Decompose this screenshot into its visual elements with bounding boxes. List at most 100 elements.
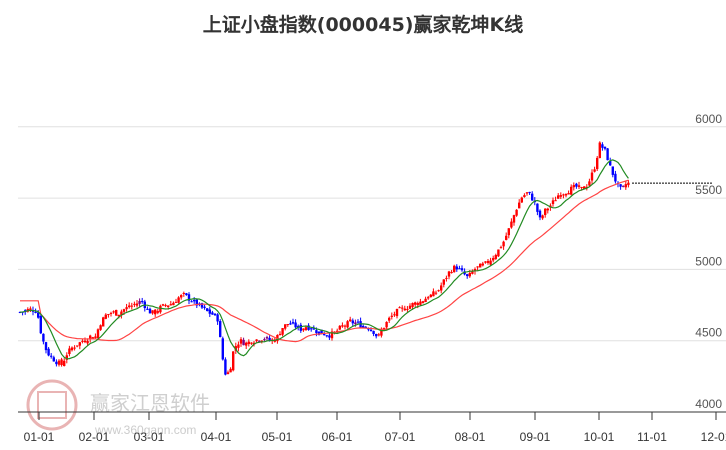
candle (70, 347, 74, 351)
x-tick-label: 06-01 (322, 430, 353, 444)
candle (481, 263, 484, 266)
candle (258, 340, 261, 342)
candle (515, 209, 518, 216)
candle (414, 302, 417, 305)
candle (557, 195, 560, 199)
candle (265, 337, 269, 339)
candle (307, 325, 310, 330)
candle (390, 315, 393, 317)
candle (338, 325, 341, 330)
candle (525, 192, 529, 194)
candle (614, 173, 617, 182)
candle (185, 293, 188, 296)
candle (128, 305, 131, 308)
candle (369, 329, 373, 331)
candle (91, 337, 94, 340)
candle (159, 305, 162, 313)
y-tick-label: 5000 (695, 254, 722, 268)
candle (380, 330, 383, 336)
candle (47, 348, 50, 356)
candle (174, 301, 178, 303)
candle (596, 157, 599, 170)
candle (429, 294, 432, 298)
candle (343, 325, 347, 327)
candle (544, 208, 547, 216)
candle (349, 319, 352, 322)
candle (585, 186, 588, 188)
watermark-url: www.360gann.com (94, 423, 196, 437)
candle (603, 146, 607, 149)
x-tick-label: 09-01 (520, 430, 551, 444)
candle (554, 200, 557, 202)
candle (180, 295, 183, 298)
candle (169, 304, 172, 306)
candle (437, 290, 440, 292)
x-tick-label: 12-01 (701, 430, 726, 444)
candle (73, 347, 76, 349)
candle (234, 346, 237, 351)
candle (512, 215, 516, 223)
candle (445, 277, 448, 279)
candle (317, 331, 321, 335)
candle (55, 361, 58, 365)
candle (627, 182, 630, 186)
candle (507, 228, 510, 236)
candle (310, 328, 313, 330)
candle (138, 301, 141, 304)
y-tick-label: 4500 (695, 326, 722, 340)
candle (546, 208, 549, 211)
candle (34, 311, 37, 313)
candle (562, 194, 565, 196)
candle (151, 310, 154, 314)
candle (141, 301, 144, 303)
candle (89, 335, 92, 340)
candle (606, 148, 609, 161)
candle (486, 260, 490, 263)
candle (450, 272, 453, 274)
candle (302, 328, 305, 331)
candle (304, 327, 308, 331)
candle (268, 337, 271, 341)
candle (226, 372, 230, 375)
candle (203, 306, 206, 308)
candle (427, 297, 430, 299)
x-tick-label: 05-01 (262, 430, 293, 444)
candle (164, 305, 167, 307)
candle (216, 314, 219, 322)
candle (395, 308, 399, 317)
candle (76, 345, 79, 347)
candle (455, 266, 458, 270)
candle (466, 274, 469, 277)
candle (83, 340, 87, 343)
watermark: 赢家江恩软件 www.360gann.com (26, 379, 210, 437)
candle (538, 210, 542, 218)
candle (408, 305, 412, 309)
x-tick-label: 02-01 (79, 430, 110, 444)
candle (559, 195, 562, 197)
candle (323, 333, 326, 336)
candle (250, 342, 253, 344)
candle (419, 301, 422, 305)
candle (109, 312, 113, 314)
candle (411, 302, 414, 307)
y-tick-label: 4000 (695, 397, 722, 411)
candle (195, 299, 198, 306)
candle (112, 311, 115, 313)
candle (598, 142, 601, 159)
candle (133, 303, 136, 305)
y-tick-label: 6000 (695, 112, 722, 126)
candle (190, 301, 193, 303)
x-tick-label: 07-01 (385, 430, 416, 444)
candle (161, 304, 165, 306)
candle (570, 186, 573, 195)
candle (385, 321, 388, 328)
ma-long-line (20, 179, 629, 343)
candle (167, 305, 170, 308)
candle (575, 183, 578, 187)
x-tick-label: 04-01 (201, 430, 232, 444)
candle (354, 322, 357, 325)
candle (447, 271, 451, 277)
candle (320, 329, 323, 335)
candle (362, 325, 365, 328)
candle (601, 144, 604, 148)
